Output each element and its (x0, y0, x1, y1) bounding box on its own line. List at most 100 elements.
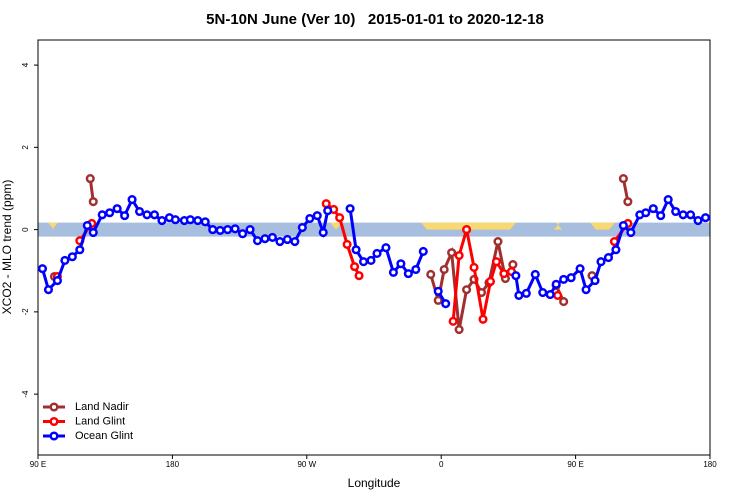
data-point (342, 239, 352, 249)
data-point (142, 210, 152, 220)
data-point (223, 225, 233, 235)
data-point (671, 206, 681, 217)
data-point (426, 269, 436, 279)
legend-label: Ocean Glint (75, 430, 133, 442)
data-point (305, 213, 315, 224)
data-point (566, 273, 576, 283)
data-point (97, 210, 107, 220)
data-point (120, 211, 130, 221)
data-point (433, 286, 443, 296)
data-point (43, 285, 54, 295)
data-point (511, 271, 521, 281)
data-point (345, 204, 355, 214)
data-point (663, 195, 673, 205)
data-point (411, 264, 421, 275)
x-tick-label: 0 (439, 460, 444, 469)
data-point (208, 225, 218, 235)
data-point (260, 234, 270, 244)
data-point (323, 206, 333, 216)
data-point (381, 243, 391, 253)
data-point (388, 267, 398, 277)
data-point (318, 227, 328, 238)
x-tick-label: 90 W (297, 460, 316, 469)
data-point (521, 288, 531, 298)
data-point (626, 227, 636, 238)
legend-marker (49, 402, 59, 412)
plot-frame (37, 39, 711, 456)
data-point (351, 245, 361, 255)
data-point (478, 314, 488, 324)
data-point (433, 295, 443, 305)
data-point (372, 248, 382, 259)
x-tick-label: 90 E (567, 460, 583, 469)
data-point (508, 260, 518, 270)
data-point (462, 285, 472, 295)
data-point (441, 299, 451, 309)
data-point (252, 236, 263, 246)
data-point (200, 217, 210, 227)
legend-label: Land Glint (75, 415, 125, 427)
data-point (312, 211, 322, 221)
data-point (335, 213, 345, 223)
data-point (618, 220, 628, 231)
data-point (193, 216, 203, 226)
data-point (215, 225, 225, 235)
data-point (354, 271, 364, 281)
data-point (282, 234, 292, 245)
y-axis-label: XCO2 - MLO trend (ppm) (0, 180, 14, 315)
data-point (267, 232, 278, 242)
x-tick-label: 180 (166, 460, 180, 469)
data-point (149, 210, 160, 220)
data-point (648, 204, 658, 214)
data-point (641, 208, 651, 218)
data-point (551, 279, 561, 289)
data-point (700, 213, 711, 223)
data-point (230, 224, 240, 234)
x-tick-label: 90 E (30, 460, 46, 469)
x-tick-label: 180 (703, 460, 717, 469)
data-point (447, 248, 457, 258)
data-point (67, 252, 77, 262)
data-point (82, 220, 92, 231)
data-point (238, 229, 248, 239)
series-line (88, 178, 630, 330)
data-point (321, 199, 331, 209)
data-point (618, 174, 628, 184)
data-point (530, 269, 540, 279)
data-point (245, 225, 255, 235)
y-tick-label: -2 (21, 308, 30, 316)
data-point (469, 262, 479, 272)
y-tick-label: 0 (21, 227, 30, 232)
data-point (60, 255, 70, 266)
data-point (88, 227, 98, 238)
y-tick-label: -4 (21, 390, 30, 398)
chart-title: 5N-10N June (Ver 10) 2015-01-01 to 2020-… (206, 11, 544, 28)
data-point (88, 197, 98, 207)
x-axis-label: Longitude (348, 476, 401, 490)
land-patch (554, 222, 562, 230)
data-point (545, 290, 555, 300)
data-point (185, 215, 195, 225)
data-point (418, 246, 428, 256)
land-ocean-band (38, 222, 710, 237)
data-point (403, 269, 413, 279)
land-patch (590, 222, 615, 230)
data-point (462, 225, 472, 235)
data-point (170, 215, 180, 225)
data-point (499, 269, 509, 279)
legend-label: Land Nadir (75, 401, 129, 413)
legend-marker (49, 416, 59, 427)
data-point (75, 245, 85, 255)
data-point (678, 210, 688, 220)
data-point (575, 264, 585, 274)
data-point (603, 253, 614, 263)
data-point (559, 274, 569, 284)
data-point (275, 236, 285, 247)
data-point (559, 297, 569, 307)
data-point (439, 264, 449, 275)
data-point (656, 211, 666, 221)
data-point (448, 316, 458, 326)
data-point (454, 325, 464, 335)
